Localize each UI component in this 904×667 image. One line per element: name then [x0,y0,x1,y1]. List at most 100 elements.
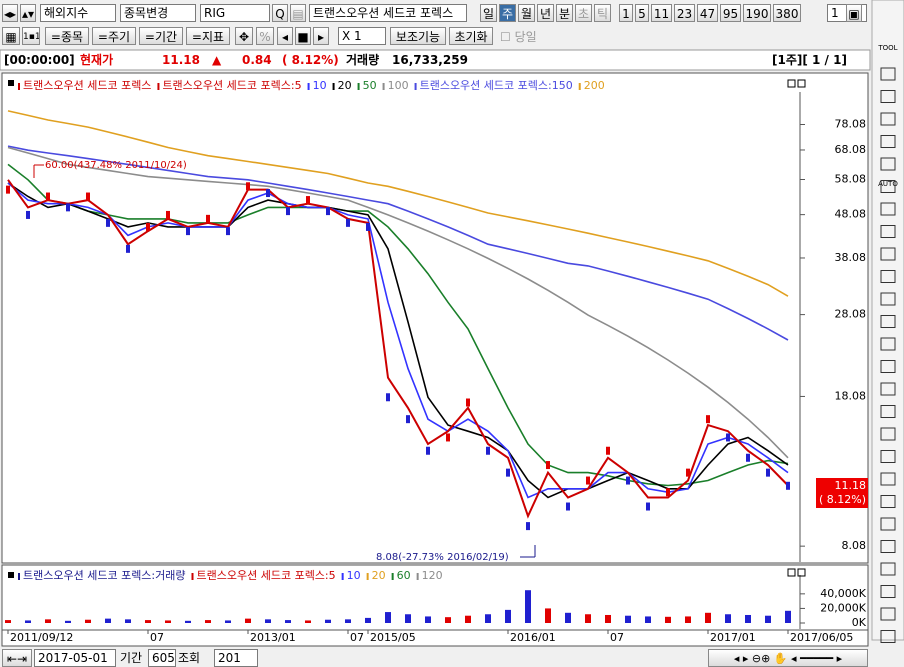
sidebar-icon[interactable] [880,315,896,328]
sidebar-icon[interactable] [880,202,896,216]
grid-button[interactable]: ▦ [2,27,20,45]
play-button[interactable]: ◂ [277,27,293,45]
interval-button[interactable]: 380 [773,4,801,22]
row2-button[interactable]: =종목 [45,27,89,45]
aux-button[interactable]: 보조기능 [390,27,446,45]
price-box-change: ( 8.12%) [819,493,866,506]
play-button[interactable]: ■ [295,27,311,45]
period-button[interactable]: 일 [480,4,497,22]
sidebar-icon[interactable] [880,562,896,576]
candle [546,461,550,470]
legend-entry: 트랜스오우션 세드코 포렉스 [23,79,151,92]
sidebar-icon[interactable] [880,337,896,351]
sidebar-icon[interactable] [880,247,896,261]
market-select[interactable]: 해외지수 [40,4,116,22]
sidebar-tool[interactable]: TOOL [877,44,897,52]
reset-button[interactable]: 초기화 [449,27,493,45]
zoom-select[interactable]: X 1 [338,27,386,45]
interval-button[interactable]: 95 [720,4,741,22]
interval-button[interactable]: 5 [635,4,649,22]
legend-swatch [332,83,335,90]
query-button[interactable]: 조회 [178,651,201,665]
sidebar [871,0,904,641]
volume-bar [785,610,791,623]
candle [506,468,510,477]
sidebar-icon[interactable] [880,495,896,508]
symbol-input[interactable]: RIG [200,4,270,22]
sidebar-icon[interactable] [880,292,896,306]
sidebar-icon[interactable] [880,405,896,418]
change-symbol[interactable]: 종목변경 [120,4,196,22]
candle [626,476,630,485]
period-button[interactable]: 월 [518,4,535,22]
sidebar-icon[interactable] [880,472,896,486]
y-tick-label: 8.08 [842,539,867,552]
volume-bar [325,619,331,623]
sidebar-auto[interactable]: AUTO [878,180,898,188]
period-input[interactable]: 605 [148,649,176,667]
sidebar-icon[interactable] [880,225,896,238]
legend-swatch [307,83,310,90]
interval-button[interactable]: 190 [743,4,771,22]
y-tick-label: 78.08 [835,118,867,131]
pane-button[interactable] [797,79,806,88]
nav-button[interactable]: ▴▾ [20,4,36,22]
pane-button[interactable] [787,79,796,88]
x-tick-label: 2017/06/05 [790,631,853,644]
sidebar-icon[interactable] [880,607,896,621]
sidebar-icon[interactable] [880,135,896,148]
percent-button[interactable]: % [256,27,274,45]
price-pane [1,72,869,564]
sidebar-icon[interactable] [880,270,896,283]
sidebar-icon[interactable] [880,585,896,598]
interval-button[interactable]: 11 [651,4,672,22]
sidebar-icon[interactable] [880,67,896,81]
scroll-controls[interactable]: ◂ ▸ ⊖⊕ ✋ ◂ ━━━━━ ▸ [708,649,868,667]
interval-button[interactable]: 1 [619,4,633,22]
period-button[interactable]: 주 [499,4,516,22]
period-button[interactable]: 년 [537,4,554,22]
count-input[interactable]: 201 [214,649,258,667]
sidebar-icon[interactable] [880,450,896,463]
interval-button[interactable]: 47 [697,4,718,22]
today-checkbox[interactable]: ☐ 당일 [500,30,537,44]
sidebar-icon[interactable] [880,517,896,531]
sidebar-icons [880,67,896,643]
row2-button[interactable]: =기간 [139,27,183,45]
sidebar-icon[interactable] [880,180,896,193]
move-button[interactable]: ✥ [235,27,253,45]
layout-button[interactable]: 1▪1 [22,27,40,45]
sidebar-icon[interactable] [880,360,896,373]
pane-button[interactable] [787,568,796,577]
interval-button[interactable]: 23 [674,4,695,22]
sidebar-icon[interactable] [880,382,896,396]
pane-button[interactable] [797,568,806,577]
search-button[interactable]: ▤ [290,4,306,22]
candle [286,207,290,216]
period-button[interactable]: 초 [575,4,592,22]
bottom-button[interactable]: ⇤⇥ [2,649,32,667]
period-button[interactable]: 분 [556,4,573,22]
date-select[interactable]: 2017-05-01 [34,649,116,667]
sidebar-icon[interactable] [880,90,896,103]
search-button[interactable]: Q [272,4,288,22]
candle [306,196,310,205]
play-button[interactable]: ▸ [313,27,329,45]
row2-button[interactable]: =지표 [186,27,230,45]
candle [206,214,210,223]
sidebar-icon[interactable] [880,157,896,171]
legend-swatch [366,573,369,580]
legend-icon [8,80,14,86]
row2-button[interactable]: =주기 [92,27,136,45]
legend-entry: 10 [313,79,327,92]
volume-bar [745,614,751,623]
period-button[interactable]: 틱 [594,4,611,22]
annotation-high: 60.00(437.48% 2011/10/24) [45,160,187,171]
sidebar-icon[interactable] [880,427,896,441]
sidebar-icon[interactable] [880,112,896,126]
sidebar-icon[interactable] [880,540,896,553]
save-button[interactable]: ▣ [846,4,862,22]
sidebar-icon[interactable] [880,630,896,643]
nav-button[interactable]: ◂▸ [2,4,18,22]
